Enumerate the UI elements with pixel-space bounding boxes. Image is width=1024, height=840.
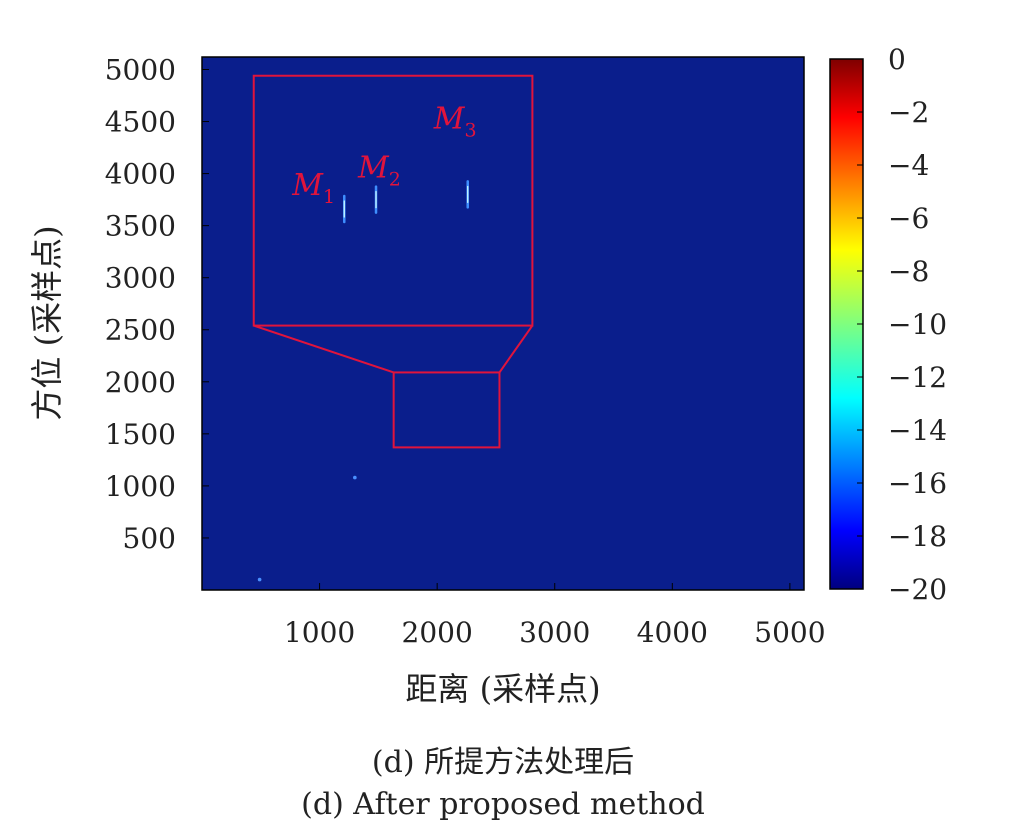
zoom-source-box — [392, 371, 501, 449]
y-tick-label: 500 — [123, 522, 176, 555]
colorbar-ticks: 0 −2 −4 −6 −8 −10 −12 −14 −16 −18 −20 — [857, 43, 947, 606]
y-tick-label: 2000 — [105, 366, 176, 399]
colorbar-tick-label: −6 — [888, 202, 929, 235]
colorbar-tick-label: −10 — [888, 308, 947, 341]
x-axis-ticks: 1000 2000 3000 4000 5000 — [284, 583, 826, 649]
target-label-subscript: 2 — [389, 169, 401, 191]
y-axis-label: 方位 (采样点) — [28, 225, 66, 420]
caption-chinese: (d) 所提方法处理后 — [372, 745, 634, 780]
scatter-point — [353, 475, 357, 480]
y-tick-label: 4500 — [105, 106, 176, 139]
colorbar-tick-label: −4 — [888, 149, 929, 182]
target-label: M2 — [357, 151, 401, 191]
y-tick-label: 3500 — [105, 210, 176, 243]
caption-english: (d) After proposed method — [301, 787, 705, 822]
x-tick-label: 1000 — [284, 616, 355, 649]
zoom-annotations — [252, 74, 534, 449]
y-tick-label: 5000 — [105, 53, 176, 86]
x-tick-label: 4000 — [637, 616, 708, 649]
y-axis-ticks: 500 1000 1500 2000 2500 3000 3500 4000 4500 5000 — [105, 53, 209, 555]
x-tick-label: 5000 — [754, 616, 825, 649]
colorbar-tick-label: 0 — [888, 43, 906, 76]
y-tick-label: 1500 — [105, 418, 176, 451]
target-label-subscript: 1 — [323, 186, 335, 208]
colorbar-tick-label: −14 — [888, 414, 947, 447]
x-axis-label: 距离 (采样点) — [405, 670, 600, 708]
colorbar-tick-label: −18 — [888, 520, 947, 553]
heatmap-points — [257, 180, 469, 582]
colorbar-tick-label: −12 — [888, 361, 947, 394]
colorbar-tick-label: −2 — [888, 96, 929, 129]
y-tick-label: 3000 — [105, 262, 176, 295]
y-tick-label: 4000 — [105, 158, 176, 191]
colorbar-tick-label: −8 — [888, 255, 929, 288]
heatmap-background — [201, 56, 805, 591]
colorbar-tick-label: −20 — [888, 573, 947, 606]
x-tick-label: 3000 — [519, 616, 590, 649]
zoom-connector-left — [253, 324, 394, 374]
colorbar-tick-label: −16 — [888, 467, 947, 500]
zoom-connector-right — [498, 325, 534, 374]
zoom-inset-box — [252, 74, 534, 327]
x-tick-label: 2000 — [402, 616, 473, 649]
scatter-point — [257, 577, 262, 582]
target-label-subscript: 3 — [464, 119, 476, 141]
y-tick-label: 2500 — [105, 314, 176, 347]
y-tick-label: 1000 — [105, 470, 176, 503]
